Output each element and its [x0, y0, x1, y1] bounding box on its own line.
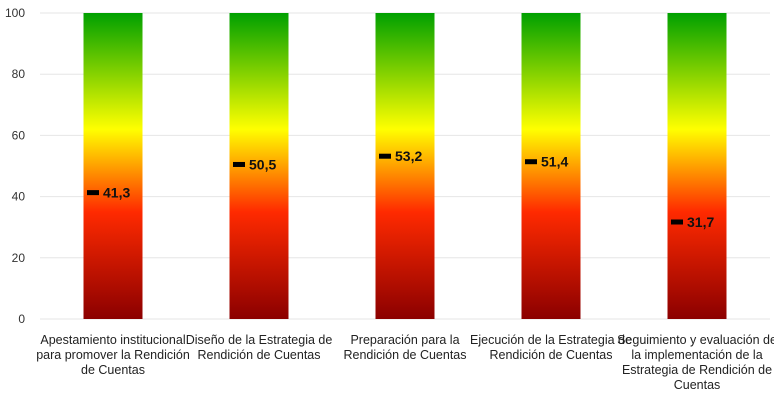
y-tick-label: 80 — [12, 67, 26, 81]
value-marker — [671, 219, 683, 225]
category-label: Seguimiento y evaluación de la implementa… — [617, 333, 774, 392]
category-label-line: para promover la Rendición — [36, 348, 190, 362]
category-labels: Apestamiento institucional para promover … — [36, 333, 774, 392]
value-marker — [379, 153, 391, 159]
category-label: Diseño de la Estrategia de Rendición de C… — [186, 333, 333, 362]
category-label-line: Cuentas — [674, 378, 721, 392]
category-label: Ejecución de la Estrategia de Rendición d… — [470, 333, 632, 362]
y-tick-label: 0 — [18, 312, 25, 326]
bar-bands — [83, 13, 727, 319]
category-label-line: Diseño de la Estrategia de — [186, 333, 333, 347]
value-label: 50,5 — [249, 156, 276, 172]
value-label: 53,2 — [395, 148, 422, 164]
category-label-line: de Cuentas — [81, 363, 145, 377]
y-tick-label: 40 — [12, 190, 26, 204]
y-tick-label: 20 — [12, 251, 26, 265]
y-tick-label: 60 — [12, 128, 26, 142]
category-label-line: Preparación para la — [350, 333, 459, 347]
bar — [83, 13, 143, 319]
value-label: 31,7 — [687, 214, 714, 230]
category-label: Apestamiento institucional para promover … — [36, 333, 190, 377]
y-tick-label: 100 — [5, 6, 25, 20]
bar — [521, 13, 581, 319]
bar — [667, 13, 727, 319]
category-label-line: Seguimiento y evaluación de — [617, 333, 774, 347]
value-markers — [87, 153, 683, 225]
value-marker — [87, 190, 99, 196]
value-marker — [525, 159, 537, 165]
bar — [375, 13, 435, 319]
value-marker — [233, 161, 245, 167]
category-label-line: la implementación de la — [631, 348, 762, 362]
category-label-line: Rendición de Cuentas — [344, 348, 467, 362]
value-label: 51,4 — [541, 154, 568, 170]
category-label-line: Rendición de Cuentas — [490, 348, 613, 362]
y-axis-ticks: 0 20 40 60 80 100 — [5, 6, 25, 326]
category-label: Preparación para la Rendición de Cuentas — [344, 333, 467, 362]
category-label-line: Estrategia de Rendición de — [622, 363, 772, 377]
category-label-line: Rendición de Cuentas — [198, 348, 321, 362]
value-label: 41,3 — [103, 185, 130, 201]
category-label-line: Ejecución de la Estrategia de — [470, 333, 632, 347]
value-labels: 41,3 50,5 53,2 51,4 31,7 — [103, 148, 714, 230]
category-label-line: Apestamiento institucional — [40, 333, 185, 347]
